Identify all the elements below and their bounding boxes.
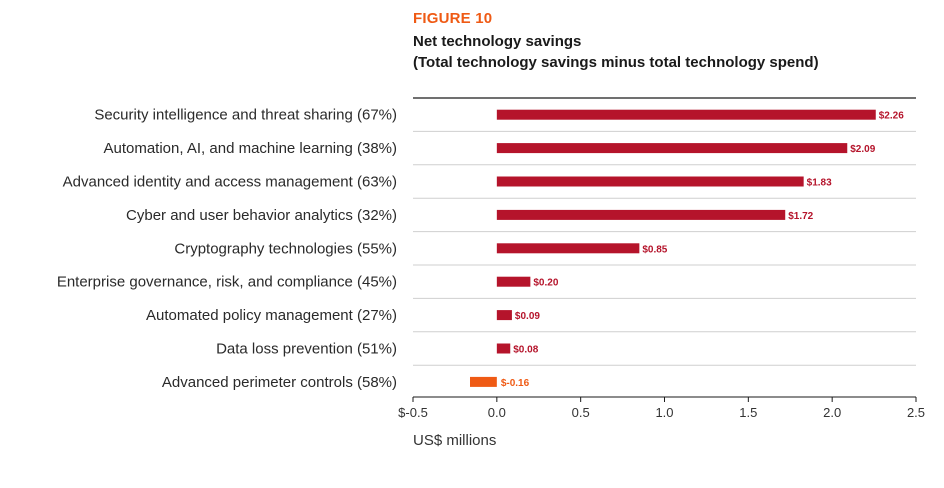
- category-label: Security intelligence and threat sharing…: [94, 107, 397, 124]
- data-label: $-0.16: [501, 378, 530, 389]
- category-label: Cyber and user behavior analytics (32%): [126, 207, 397, 224]
- chart-subtitle: (Total technology savings minus total te…: [413, 54, 819, 71]
- x-tick-label: 0.5: [572, 405, 590, 420]
- data-label: $0.08: [513, 345, 538, 356]
- bar: [496, 343, 511, 354]
- x-tick-label: 0.0: [488, 405, 506, 420]
- data-label: $1.72: [788, 211, 813, 222]
- x-tick-label: 1.0: [655, 405, 673, 420]
- bar: [496, 276, 531, 287]
- bar: [496, 310, 512, 321]
- bar: [496, 243, 640, 254]
- x-tick-label: 2.0: [823, 405, 841, 420]
- category-label: Advanced identity and access management …: [63, 174, 397, 191]
- chart-title: Net technology savings: [413, 33, 582, 50]
- category-label: Automation, AI, and machine learning (38…: [103, 140, 397, 157]
- data-label: $0.20: [533, 278, 558, 289]
- bar: [470, 376, 497, 387]
- data-label: $2.09: [850, 144, 875, 155]
- category-label: Cryptography technologies (55%): [174, 240, 397, 257]
- figure-label: FIGURE 10: [413, 10, 493, 27]
- data-label: $1.83: [807, 178, 832, 189]
- x-axis-title: US$ millions: [413, 432, 496, 449]
- x-tick-label: $-0.5: [398, 405, 428, 420]
- category-label: Automated policy management (27%): [146, 307, 397, 324]
- bar: [496, 143, 848, 154]
- category-label: Enterprise governance, risk, and complia…: [57, 274, 397, 291]
- x-tick-label: 2.5: [907, 405, 925, 420]
- bar: [496, 176, 804, 187]
- data-label: $2.26: [879, 111, 904, 122]
- bar: [496, 109, 876, 120]
- category-label: Advanced perimeter controls (58%): [162, 374, 397, 391]
- data-label: $0.85: [642, 244, 667, 255]
- data-label: $0.09: [515, 311, 540, 322]
- bar: [496, 209, 786, 220]
- x-tick-label: 1.5: [739, 405, 757, 420]
- category-label: Data loss prevention (51%): [216, 341, 397, 358]
